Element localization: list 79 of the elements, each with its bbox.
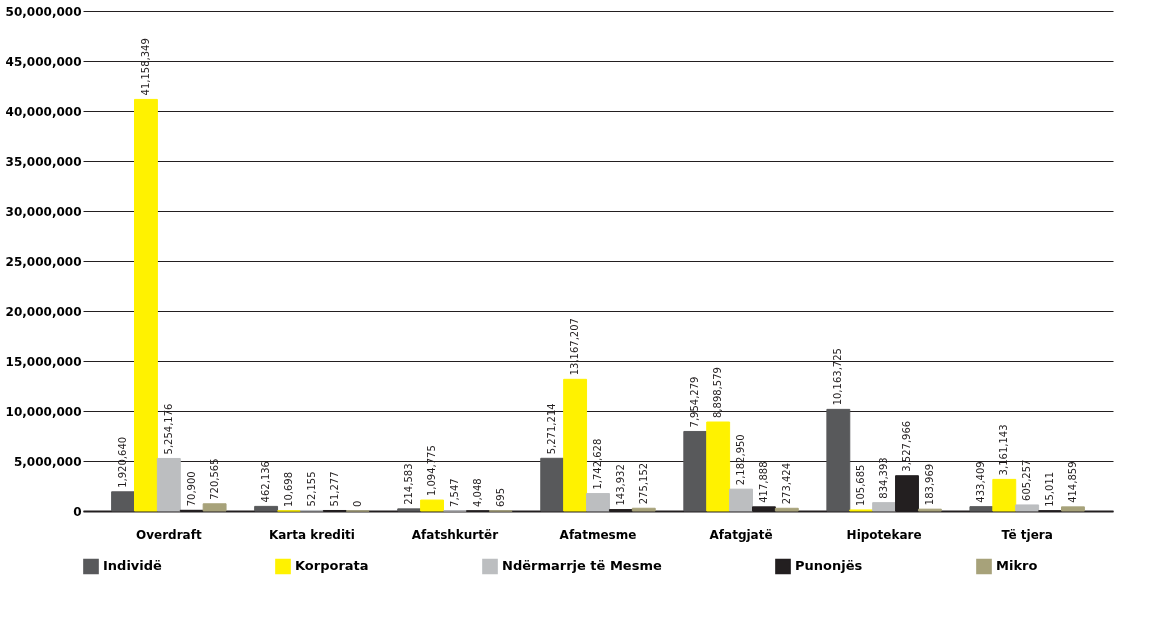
legend-label: Individë <box>103 558 163 574</box>
y-tick-label: 35,000,000 <box>5 154 82 169</box>
bar <box>872 502 897 512</box>
bar <box>1061 506 1085 512</box>
data-label: 462,136 <box>260 461 272 503</box>
bar <box>111 491 135 512</box>
data-label: 1,742,628 <box>592 438 603 490</box>
data-label: 605,257 <box>1021 459 1033 501</box>
bar <box>156 457 181 512</box>
y-tick-label: 45,000,000 <box>5 54 82 69</box>
y-tick-label: 25,000,000 <box>5 254 82 269</box>
x-tick-label: Hipotekare <box>846 527 922 542</box>
legend-label: Ndërmarrje të Mesme <box>502 558 662 574</box>
data-label: 105,685 <box>855 464 867 506</box>
data-label: 414,859 <box>1066 461 1078 503</box>
y-tick-label: 5,000,000 <box>13 454 82 469</box>
x-tick-label: Afatmesme <box>559 527 637 542</box>
data-label: 183,969 <box>923 463 935 506</box>
data-label: 1,920,640 <box>117 436 129 488</box>
data-label: 433,409 <box>975 461 987 503</box>
legend-label: Korporata <box>295 558 369 574</box>
bar <box>254 505 279 512</box>
x-tick-label: Overdraft <box>136 527 202 542</box>
y-tick-label: 30,000,000 <box>5 204 82 219</box>
y-tick-label: 10,000,000 <box>5 404 82 419</box>
y-tick-label: 50,000,000 <box>5 4 82 19</box>
data-label: 52,155 <box>305 471 317 507</box>
bar <box>1015 504 1040 512</box>
data-label: 15,011 <box>1044 471 1056 507</box>
data-label: 695 <box>494 487 506 507</box>
data-label: 5,271,214 <box>546 403 558 455</box>
bar <box>397 508 422 512</box>
bar <box>969 506 994 512</box>
y-tick-label: 15,000,000 <box>5 354 82 369</box>
x-tick-label: Afatgjatë <box>709 527 773 542</box>
legend-label: Mikro <box>996 558 1038 574</box>
x-tick-label: Të tjera <box>1001 527 1053 542</box>
x-tick-label: Karta krediti <box>268 527 355 542</box>
bar <box>540 457 565 512</box>
data-label: 0 <box>351 500 363 507</box>
data-label: 273,424 <box>780 462 792 505</box>
data-label: 5,254,176 <box>162 403 174 455</box>
y-tick-label: 20,000,000 <box>5 304 82 319</box>
data-label: 51,277 <box>328 471 340 507</box>
data-label: 275,152 <box>637 462 649 505</box>
bar <box>826 408 851 512</box>
bar <box>683 430 708 512</box>
bar <box>134 98 158 512</box>
data-label: 3,527,966 <box>901 420 912 472</box>
data-label: 2,182,950 <box>735 434 747 486</box>
bar <box>563 378 588 512</box>
data-label: 41,158,349 <box>139 38 151 96</box>
data-label: 1,094,775 <box>426 445 438 497</box>
bar <box>992 478 1017 512</box>
x-tick-label: Afatshkurtër <box>411 527 499 542</box>
bar <box>729 488 753 512</box>
bar <box>631 507 656 512</box>
data-label: 143,932 <box>614 464 626 506</box>
data-label: 720,565 <box>208 458 220 500</box>
data-label: 417,888 <box>757 461 769 503</box>
data-label: 214,583 <box>403 463 415 505</box>
data-label: 834,393 <box>878 457 890 499</box>
data-label: 10,163,725 <box>832 348 844 406</box>
y-tick-label: 40,000,000 <box>5 104 82 119</box>
bar <box>774 507 799 512</box>
bar <box>706 421 731 512</box>
data-label: 3,161,143 <box>998 424 1010 476</box>
data-label: 7,547 <box>448 478 460 507</box>
data-label: 4,048 <box>471 478 483 507</box>
data-label: 13,167,207 <box>569 318 581 376</box>
y-tick-label: 0 <box>73 504 82 519</box>
legend-label: Punonjës <box>795 558 863 574</box>
data-label: 7,954,279 <box>689 376 701 428</box>
data-label: 70,900 <box>185 471 197 507</box>
bar <box>586 493 610 512</box>
bar <box>420 499 444 512</box>
bar <box>202 503 227 512</box>
data-label: 8,898,579 <box>712 367 724 419</box>
data-label: 10,698 <box>283 471 294 507</box>
